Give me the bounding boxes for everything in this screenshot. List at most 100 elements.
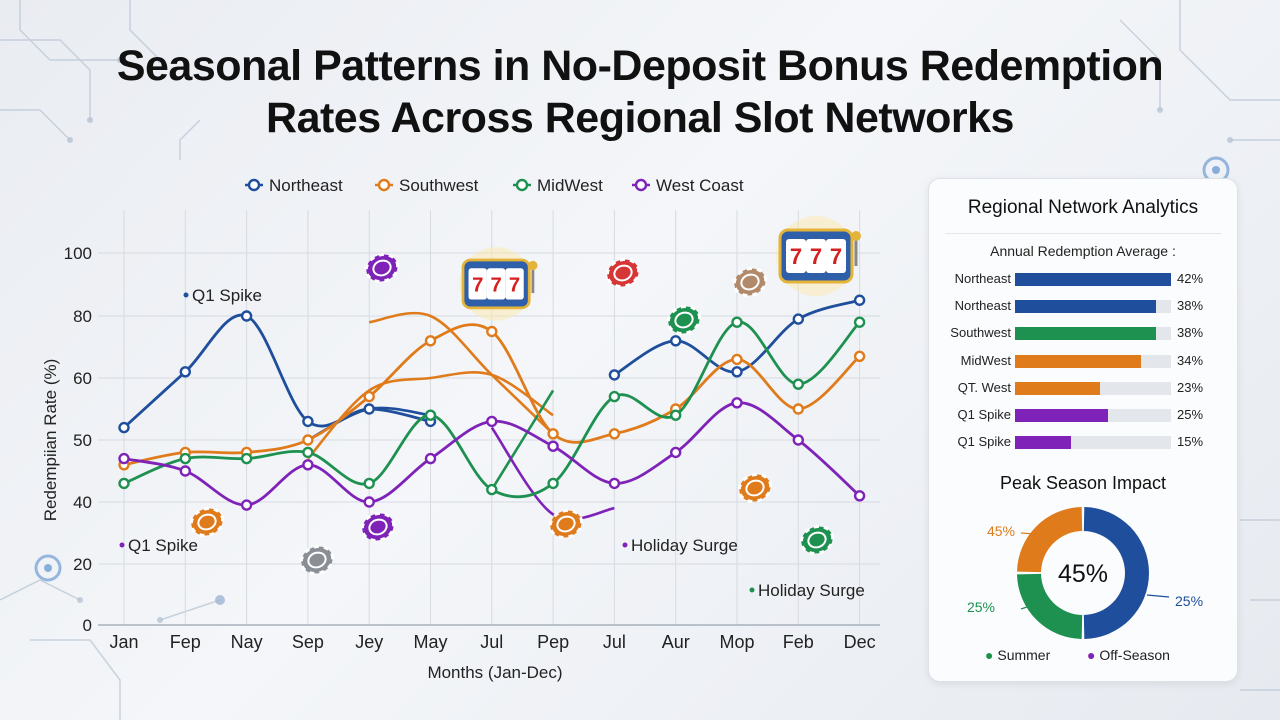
chip-body	[607, 259, 639, 287]
data-point	[118, 421, 130, 434]
donut-slice-label: 25%	[967, 599, 995, 615]
legend-label: West Coast	[656, 176, 744, 195]
analytics-panel: Regional Network Analytics Annual Redemp…	[928, 178, 1238, 682]
x-tick-label: Sep	[292, 632, 324, 652]
data-point	[363, 390, 375, 403]
chip-edge	[605, 258, 641, 288]
annotation-dot	[749, 587, 755, 593]
bar-row: MidWest 34%	[929, 349, 1237, 371]
bar-value: 38%	[1177, 298, 1204, 314]
data-point	[731, 316, 743, 328]
annotation-label: Holiday Surge	[631, 536, 738, 555]
bar-label: Northeast	[954, 298, 1011, 314]
slot-seven: 7	[790, 244, 802, 269]
chip-edge	[737, 473, 773, 503]
bar-value: 42%	[1177, 271, 1204, 286]
casino-chip-icon	[299, 545, 335, 575]
legend-dot-icon: ●	[985, 647, 994, 663]
slot-reel	[826, 239, 846, 273]
chip-body	[668, 306, 700, 334]
title-line-2: Rates Across Regional Slot Networks	[266, 94, 1014, 142]
donut-slice	[1017, 573, 1083, 639]
data-point	[731, 397, 743, 409]
x-tick-label: Dec	[844, 632, 876, 652]
bar-row: Q1 Spike 15%	[929, 430, 1237, 452]
slot-seven: 7	[830, 244, 842, 269]
peak-season-title: Peak Season Impact	[999, 473, 1167, 493]
slot-reel	[806, 239, 826, 273]
data-point	[240, 452, 253, 465]
legend-marker	[377, 178, 391, 192]
casino-chip-icon	[360, 512, 396, 542]
data-point	[302, 446, 314, 459]
data-point	[792, 378, 804, 390]
y-tick-label: 60	[73, 369, 92, 388]
chip-body	[734, 268, 766, 296]
data-point	[547, 428, 559, 440]
bar-track	[1015, 273, 1171, 286]
casino-chip-icon	[737, 473, 773, 503]
bar-label: Q1 Spike	[957, 407, 1011, 422]
annotation-dot	[183, 292, 189, 298]
chip-ring	[197, 513, 217, 531]
legend-summer-label: Summer	[997, 647, 1051, 663]
bar-label: Southwest	[950, 325, 1011, 341]
series-extra-line	[490, 389, 555, 491]
bar-row: Northeast 38%	[929, 294, 1237, 316]
y-tick-label: 0	[83, 616, 92, 635]
bar-row: Q1 Spike 25%	[929, 403, 1237, 425]
data-point	[118, 477, 130, 490]
chip-body	[301, 546, 333, 574]
chip-ring	[807, 531, 827, 549]
series-extra-line	[368, 311, 555, 435]
annotation-label: Holiday Surge	[758, 581, 865, 600]
bar-fill	[1015, 327, 1157, 341]
bar-track	[1015, 300, 1171, 314]
donut-center-label: 45%	[1058, 560, 1108, 588]
bar-label: Q1 Spike	[957, 434, 1011, 450]
y-tick-label: 100	[64, 244, 92, 263]
casino-chip-icon	[666, 305, 702, 335]
legend-label: Northeast	[269, 176, 343, 195]
bar-track	[1015, 327, 1171, 341]
x-tick-label: Nay	[231, 632, 263, 652]
bar-track	[1015, 354, 1171, 368]
donut-slice	[1083, 507, 1150, 639]
legend-off-season-label: Off-Season	[1099, 647, 1170, 663]
chip-edge	[666, 305, 702, 335]
annotation-dot	[622, 542, 628, 548]
legend-marker	[634, 178, 648, 192]
slot-reel	[786, 239, 806, 273]
data-point	[547, 477, 559, 490]
y-tick-label: 80	[73, 307, 92, 326]
x-tick-label: Pep	[537, 632, 569, 652]
legend-dot-icon: ●	[1087, 647, 1096, 663]
bar-fill	[1015, 354, 1142, 368]
x-tick-label: Mop	[719, 632, 754, 652]
data-point	[240, 499, 253, 511]
legend-off-season: ● Off-Season	[1087, 647, 1170, 663]
data-point	[731, 353, 743, 366]
data-point	[792, 403, 804, 415]
data-point	[853, 350, 866, 363]
legend-summer: ● Summer	[985, 647, 1050, 663]
bar-label: QT. West	[957, 379, 1011, 395]
data-point	[670, 446, 682, 459]
data-point	[179, 366, 192, 378]
y-tick-label: 50	[73, 431, 92, 450]
data-point	[608, 477, 621, 490]
legend-label: MidWest	[537, 176, 603, 195]
x-tick-label: Jul	[480, 632, 503, 652]
title-line-1: Seasonal Patterns in No-Deposit Bonus Re…	[116, 42, 1164, 90]
page-title: Seasonal Patterns in No-Deposit Bonus Re…	[0, 40, 1280, 144]
bar-fill	[1015, 436, 1071, 450]
chip-edge	[299, 545, 335, 575]
panel-title: Regional Network Analytics	[967, 197, 1199, 218]
data-point	[424, 335, 437, 347]
legend-label: Southwest	[399, 176, 479, 195]
bar-fill	[1015, 409, 1108, 422]
y-tick-label: 40	[73, 493, 92, 512]
data-point	[302, 415, 314, 428]
bar-value: 15%	[1177, 434, 1204, 450]
